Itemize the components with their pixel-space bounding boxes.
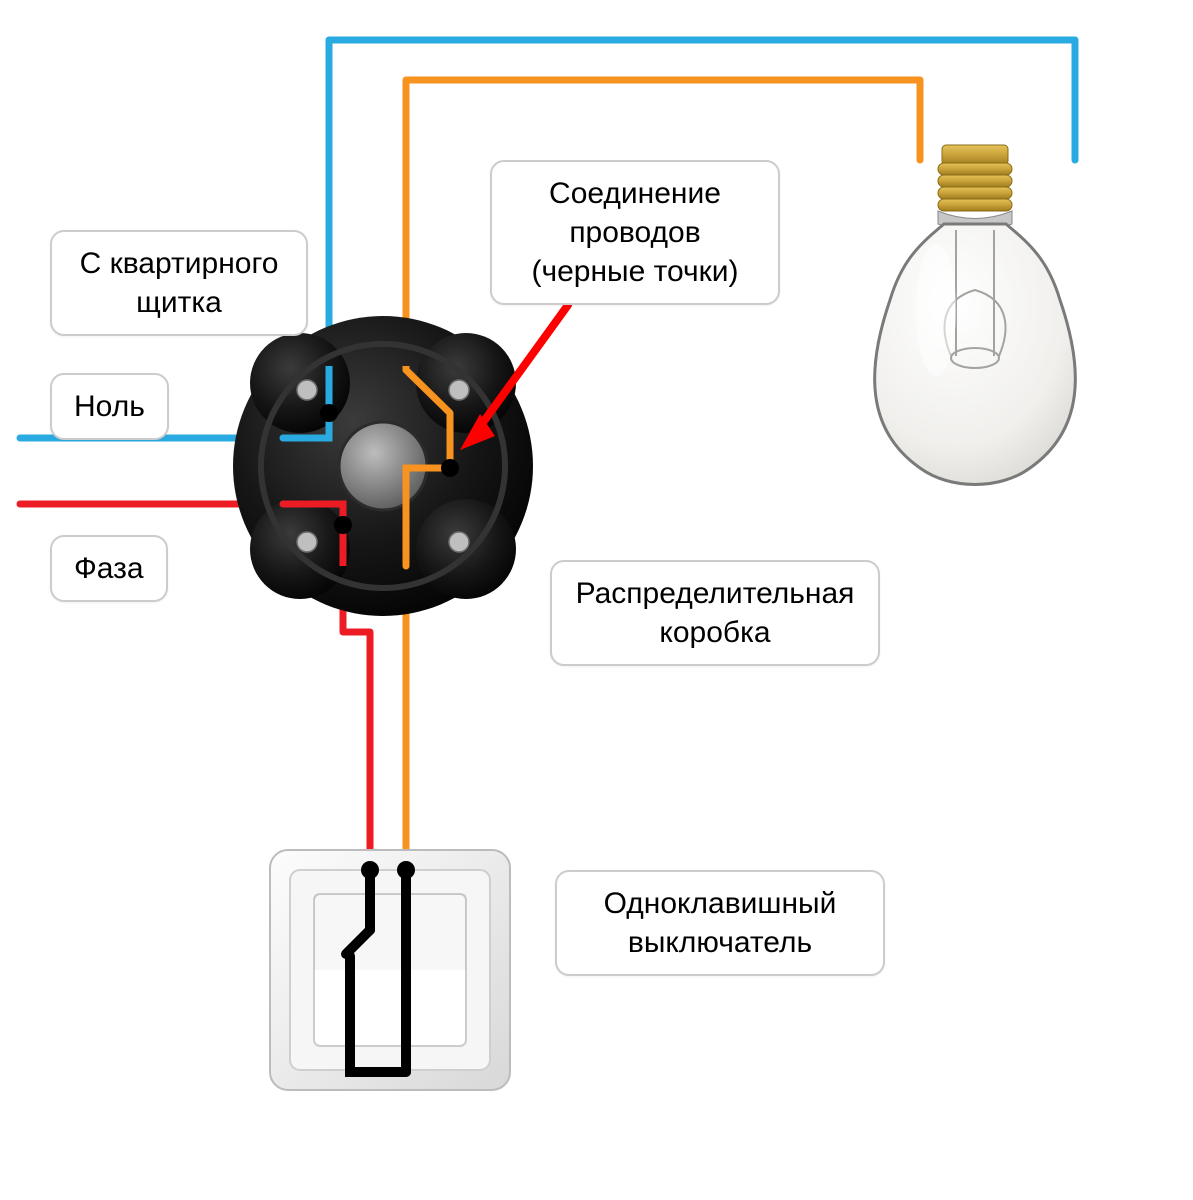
label-text: Соединение проводов (черные точки) [531, 177, 738, 288]
label-phase: Фаза [50, 535, 168, 602]
junction-box [233, 316, 533, 616]
label-text: Одноклавишный выключатель [604, 887, 837, 959]
label-text: Ноль [74, 390, 145, 423]
label-from-panel: С квартирного щитка [50, 230, 308, 336]
label-text: С квартирного щитка [80, 247, 279, 319]
label-switch: Одноклавишный выключатель [555, 870, 885, 976]
label-text: Фаза [74, 552, 144, 585]
label-junction-box: Распределительная коробка [550, 560, 880, 666]
label-neutral: Ноль [50, 373, 169, 440]
wall-switch [270, 850, 510, 1090]
label-connections: Соединение проводов (черные точки) [490, 160, 780, 305]
light-bulb [875, 145, 1076, 485]
label-text: Распределительная коробка [576, 577, 855, 649]
